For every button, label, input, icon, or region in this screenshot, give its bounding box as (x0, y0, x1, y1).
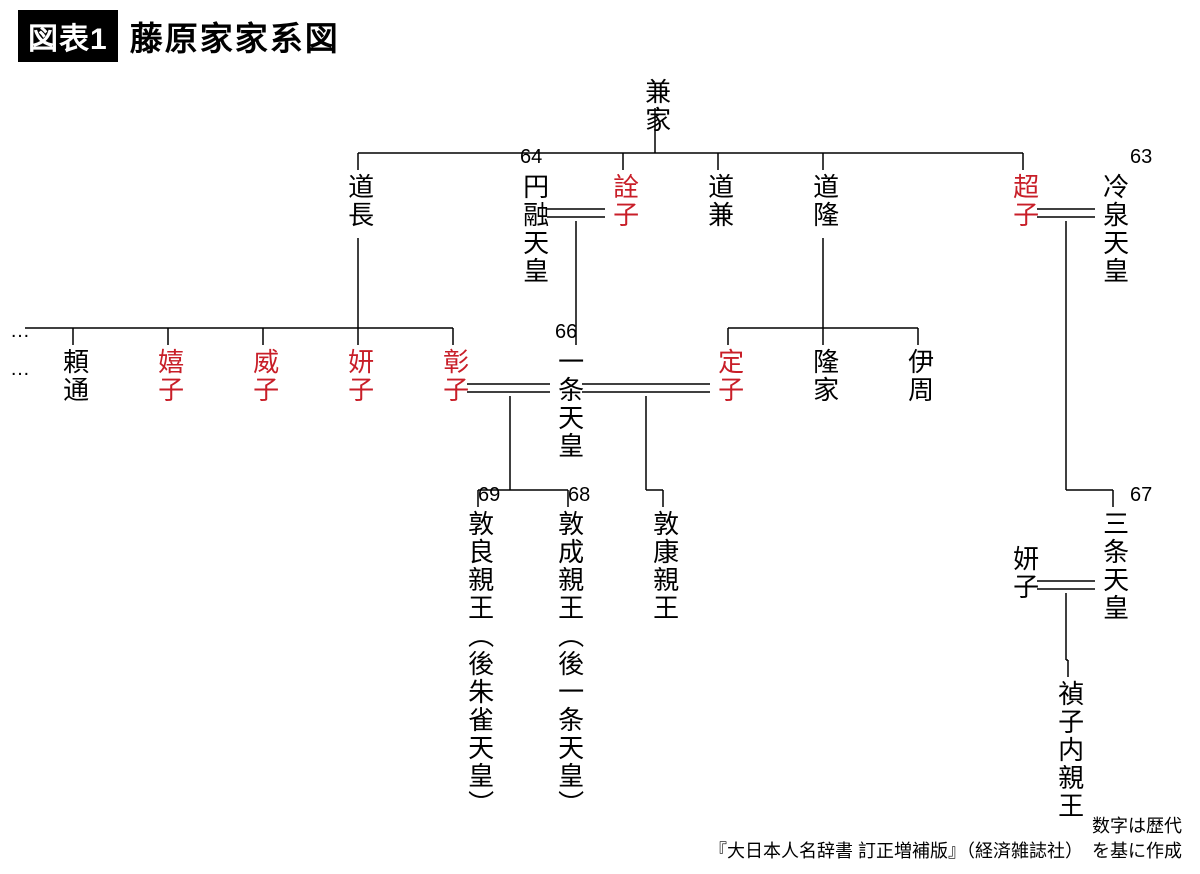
figure-badge: 図表1 (18, 10, 118, 62)
figure-footer: 数字は歴代 『大日本人名辞書 訂正増補版』（経済雑誌社） を基に作成 (709, 814, 1182, 864)
tree-node: 超子 (1010, 173, 1039, 229)
tree-connectors (0, 0, 1200, 874)
figure-header: 図表1 藤原家家系図 (18, 10, 340, 62)
tree-node: 三条天皇 (1100, 510, 1129, 622)
tree-node: 威子 (250, 348, 279, 404)
tree-node: 道長 (345, 173, 374, 229)
footer-note-bottom: を基に作成 (1092, 841, 1182, 861)
footer-source: 『大日本人名辞書 訂正増補版』（経済雑誌社） (709, 839, 1083, 864)
tree-node: 道兼 (705, 173, 734, 229)
tree-node: 禎子内親王 (1055, 680, 1084, 820)
tree-node: 兼家 (642, 78, 671, 134)
figure-title: 藤原家家系図 (130, 12, 340, 60)
tree-node: 敦成親王（後一条天皇） (555, 510, 584, 818)
emperor-number: 66 (555, 321, 577, 344)
tree-node: 頼通 (60, 348, 89, 404)
emperor-number: 67 (1130, 484, 1152, 507)
tree-node: 嬉子 (155, 348, 184, 404)
tree-node: 一条天皇 (555, 348, 584, 460)
tree-node: 冷泉天皇 (1100, 173, 1129, 285)
tree-node: 円融天皇 (520, 173, 549, 285)
tree-node: 敦康親王 (650, 510, 679, 622)
emperor-number: 69 (478, 484, 500, 507)
tree-node: 定子 (715, 348, 744, 404)
tree-node: 隆家 (810, 348, 839, 404)
emperor-number: 63 (1130, 146, 1152, 169)
ellipsis: … (10, 320, 33, 343)
emperor-number: 68 (568, 484, 590, 507)
tree-node: 詮子 (610, 173, 639, 229)
footer-note-top: 数字は歴代 (1092, 816, 1182, 836)
tree-node: 伊周 (905, 348, 934, 404)
ellipsis: … (10, 358, 33, 381)
emperor-number: 64 (520, 146, 542, 169)
tree-node: 彰子 (440, 348, 469, 404)
tree-node: 敦良親王（後朱雀天皇） (465, 510, 494, 818)
tree-node: 妍子 (1010, 545, 1039, 601)
tree-node: 道隆 (810, 173, 839, 229)
tree-node: 妍子 (345, 348, 374, 404)
